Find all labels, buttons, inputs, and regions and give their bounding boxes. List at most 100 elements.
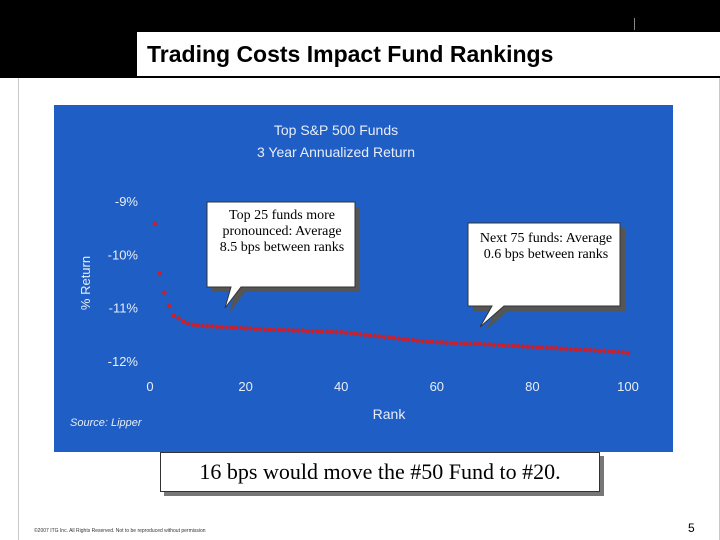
y-axis-label: % Return [78, 256, 93, 310]
data-point [573, 347, 578, 352]
x-tick-label: 0 [146, 379, 153, 394]
data-point [186, 321, 191, 326]
callout-top25: Top 25 funds more pronounced: Average 8.… [205, 200, 360, 315]
data-point [362, 332, 368, 338]
data-point [582, 347, 588, 352]
data-point [224, 325, 229, 330]
data-point [611, 349, 616, 354]
data-point [367, 333, 373, 338]
data-point [558, 346, 564, 351]
scatter-chart: Top S&P 500 Funds 3 Year Annualized Retu… [70, 122, 639, 429]
data-point [343, 330, 349, 335]
y-tick-label: -12% [108, 354, 139, 369]
note-text: 16 bps would move the #50 Fund to #20. [199, 459, 561, 484]
data-point [214, 324, 220, 330]
data-point [496, 342, 502, 348]
data-point [195, 323, 200, 328]
data-point [295, 328, 301, 333]
data-point [152, 221, 157, 227]
data-point [291, 328, 296, 333]
data-point [396, 336, 401, 341]
data-point [482, 342, 487, 347]
data-point [329, 329, 334, 334]
data-point [176, 316, 181, 321]
data-point [315, 328, 320, 334]
data-point [171, 313, 177, 318]
x-tick-label: 80 [525, 379, 539, 394]
data-point [267, 327, 272, 332]
data-point [276, 327, 282, 333]
data-point [200, 323, 205, 328]
data-point [162, 290, 167, 295]
data-point [468, 341, 473, 347]
data-point [587, 348, 592, 353]
data-point [425, 339, 430, 344]
data-point [410, 338, 416, 343]
callout-shape [467, 222, 625, 331]
callout-top25-text: Top 25 funds more pronounced: Average 8.… [219, 208, 345, 255]
data-point [477, 341, 483, 347]
data-point [448, 340, 454, 346]
data-point [205, 324, 210, 329]
data-point [429, 339, 435, 344]
y-tick-labels: -9% -10% -11% -12% [108, 194, 139, 369]
x-tick-labels: 0 20 40 60 80 100 [146, 379, 638, 394]
callout-next75-text: Next 75 funds: Average 0.6 bps between r… [479, 231, 613, 262]
data-point [286, 327, 291, 333]
data-point [300, 328, 306, 333]
title-box: Trading Costs Impact Fund Rankings [137, 32, 720, 76]
chart-title: Top S&P 500 Funds [274, 122, 398, 138]
data-point [601, 348, 607, 354]
data-point [530, 344, 535, 350]
data-point [420, 339, 425, 344]
data-point [534, 344, 540, 350]
x-axis-label: Rank [373, 406, 407, 422]
data-point [382, 334, 387, 340]
data-point [281, 327, 287, 333]
header-divider [634, 18, 635, 30]
data-point [166, 303, 172, 309]
y-tick-label: -9% [115, 194, 139, 209]
data-point [549, 346, 554, 351]
data-point [434, 340, 439, 345]
data-point [621, 350, 626, 355]
data-point [544, 345, 549, 350]
data-point [491, 342, 497, 348]
data-point [353, 331, 358, 336]
data-point [238, 325, 244, 331]
data-point [525, 344, 530, 349]
data-point [358, 332, 363, 337]
data-point [539, 345, 545, 350]
callout-next75: Next 75 funds: Average 0.6 bps between r… [466, 221, 626, 333]
data-point [319, 329, 325, 334]
data-point [190, 322, 196, 327]
data-point [209, 324, 215, 329]
data-point [233, 325, 239, 331]
data-point [511, 343, 516, 349]
data-point [458, 341, 463, 346]
chart-subtitle: 3 Year Annualized Return [257, 144, 415, 160]
data-point [219, 324, 224, 330]
data-point [616, 349, 621, 355]
data-point [243, 326, 248, 331]
data-point [554, 346, 559, 351]
callout-shape [206, 201, 360, 314]
data-point [305, 328, 310, 334]
x-tick-label: 20 [238, 379, 252, 394]
note-box: 16 bps would move the #50 Fund to #20. [160, 452, 600, 492]
data-point [405, 337, 411, 342]
data-point [463, 341, 468, 346]
data-point [453, 341, 459, 346]
page-number: 5 [688, 521, 695, 535]
data-point [501, 343, 506, 348]
data-point [520, 344, 526, 349]
data-point [415, 338, 420, 343]
data-point [592, 348, 597, 353]
data-point [487, 342, 492, 347]
data-point [157, 270, 162, 276]
data-point [506, 343, 511, 348]
data-point [262, 327, 267, 332]
y-tick-label: -11% [109, 301, 139, 316]
x-tick-label: 100 [617, 379, 639, 394]
data-point [401, 336, 406, 342]
